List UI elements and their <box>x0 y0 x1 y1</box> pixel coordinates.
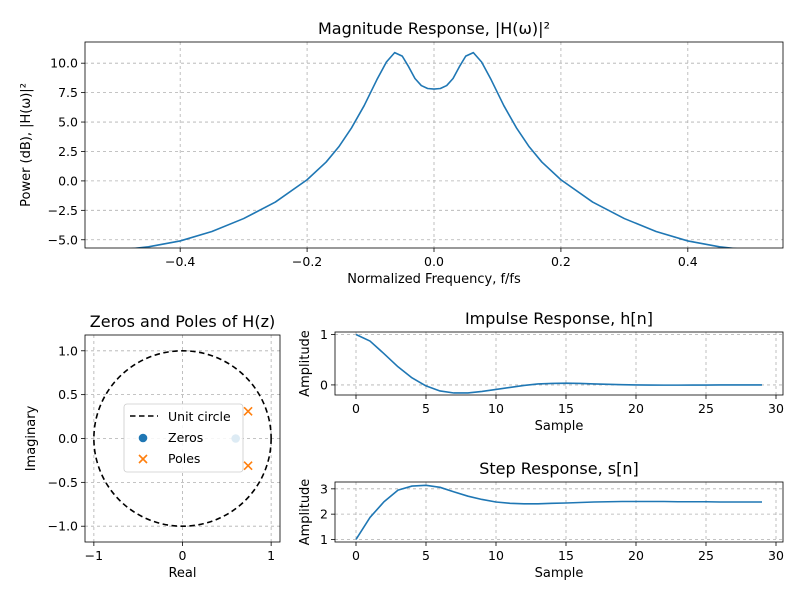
step-title: Step Response, s[n] <box>479 459 639 478</box>
impulse-ytick-label: 1 <box>320 327 328 342</box>
magnitude-ylabel: Power (dB), |H(ω)|² <box>19 83 34 207</box>
magnitude-xtick-label: 0.2 <box>551 254 571 269</box>
magnitude-xtick-label: −0.2 <box>292 254 322 269</box>
impulse-xtick-label: 20 <box>628 401 644 416</box>
magnitude-title: Magnitude Response, |H(ω)|² <box>318 19 550 38</box>
impulse-xlabel: Sample <box>535 419 584 434</box>
pole-zero-ytick-label: 1.0 <box>58 343 78 358</box>
step-xlabel: Sample <box>535 566 584 581</box>
impulse-xtick-label: 30 <box>768 401 784 416</box>
magnitude-ytick-label: 2.5 <box>58 144 78 159</box>
impulse-xtick-label: 10 <box>488 401 504 416</box>
step-axes-frame <box>335 482 783 542</box>
impulse-title: Impulse Response, h[n] <box>465 309 653 328</box>
impulse-xtick-label: 0 <box>352 401 360 416</box>
magnitude-ytick-label: −2.5 <box>48 203 78 218</box>
step-xtick-label: 0 <box>352 548 360 563</box>
pole-zero-xlabel: Real <box>168 566 196 581</box>
step-xtick-label: 25 <box>698 548 714 563</box>
pole-zero-xtick-label: −1 <box>85 548 103 563</box>
pole-zero-xtick-label: 1 <box>267 548 275 563</box>
pole-marker <box>244 462 252 470</box>
magnitude-ytick-label: 7.5 <box>58 85 78 100</box>
impulse-chart: 0 5 10 15 20 25 30 0 1 Sample Amplitude Impulse Res… <box>298 309 784 434</box>
magnitude-xtick-label: 0.4 <box>678 254 698 269</box>
step-ylabel: Amplitude <box>298 479 313 546</box>
step-series-line <box>356 485 762 539</box>
impulse-xtick-label: 25 <box>698 401 714 416</box>
pole-zero-ylabel: Imaginary <box>24 405 39 471</box>
legend-unit-circle-label: Unit circle <box>168 409 231 424</box>
impulse-ytick-label: 0 <box>320 377 328 392</box>
step-chart: 0 5 10 15 20 25 30 1 2 3 Sample Amplitude Step Respo… <box>298 459 784 581</box>
magnitude-xtick-label: −0.4 <box>165 254 195 269</box>
legend-zeros-label: Zeros <box>168 430 203 445</box>
impulse-ylabel: Amplitude <box>298 330 313 397</box>
step-ytick-label: 3 <box>320 481 328 496</box>
pole-zero-ytick-label: −0.5 <box>48 475 78 490</box>
pz-legend: Unit circle Zeros Poles <box>124 404 243 472</box>
step-xtick-label: 10 <box>488 548 504 563</box>
magnitude-ytick-label: 5.0 <box>58 115 78 130</box>
step-xtick-label: 30 <box>768 548 784 563</box>
step-xtick-label: 5 <box>422 548 430 563</box>
magnitude-ytick-label: −5.0 <box>48 232 78 247</box>
step-xtick-label: 15 <box>558 548 574 563</box>
magnitude-ytick-label: 10.0 <box>50 56 78 71</box>
pole-zero-ytick-label: −1.0 <box>48 519 78 534</box>
magnitude-chart: −0.4 −0.2 0.0 0.2 0.4 −5.0 −2.5 0.0 2.5 5.0 7.5 10.… <box>19 19 783 287</box>
magnitude-xtick-label: 0.0 <box>424 254 444 269</box>
pole-zero-xtick-label: 0 <box>179 548 187 563</box>
pole-marker <box>244 407 252 415</box>
legend-poles-label: Poles <box>168 451 200 466</box>
magnitude-xlabel: Normalized Frequency, f/fs <box>347 272 521 287</box>
pole-zero-ytick-label: 0.0 <box>58 431 78 446</box>
impulse-xtick-label: 5 <box>422 401 430 416</box>
step-ytick-label: 2 <box>320 507 328 522</box>
pole-zero-chart: Unit circle Zeros Poles −1 0 1 −1.0 −0.5 0.0 0.5 1… <box>24 312 280 581</box>
step-ytick-label: 1 <box>320 532 328 547</box>
pole-zero-title: Zeros and Poles of H(z) <box>90 312 275 331</box>
pole-zero-ytick-label: 0.5 <box>58 387 78 402</box>
impulse-series-line <box>356 335 762 393</box>
magnitude-ytick-label: 0.0 <box>58 173 78 188</box>
impulse-xtick-label: 15 <box>558 401 574 416</box>
step-xtick-label: 20 <box>628 548 644 563</box>
legend-zeros-swatch <box>139 434 148 443</box>
